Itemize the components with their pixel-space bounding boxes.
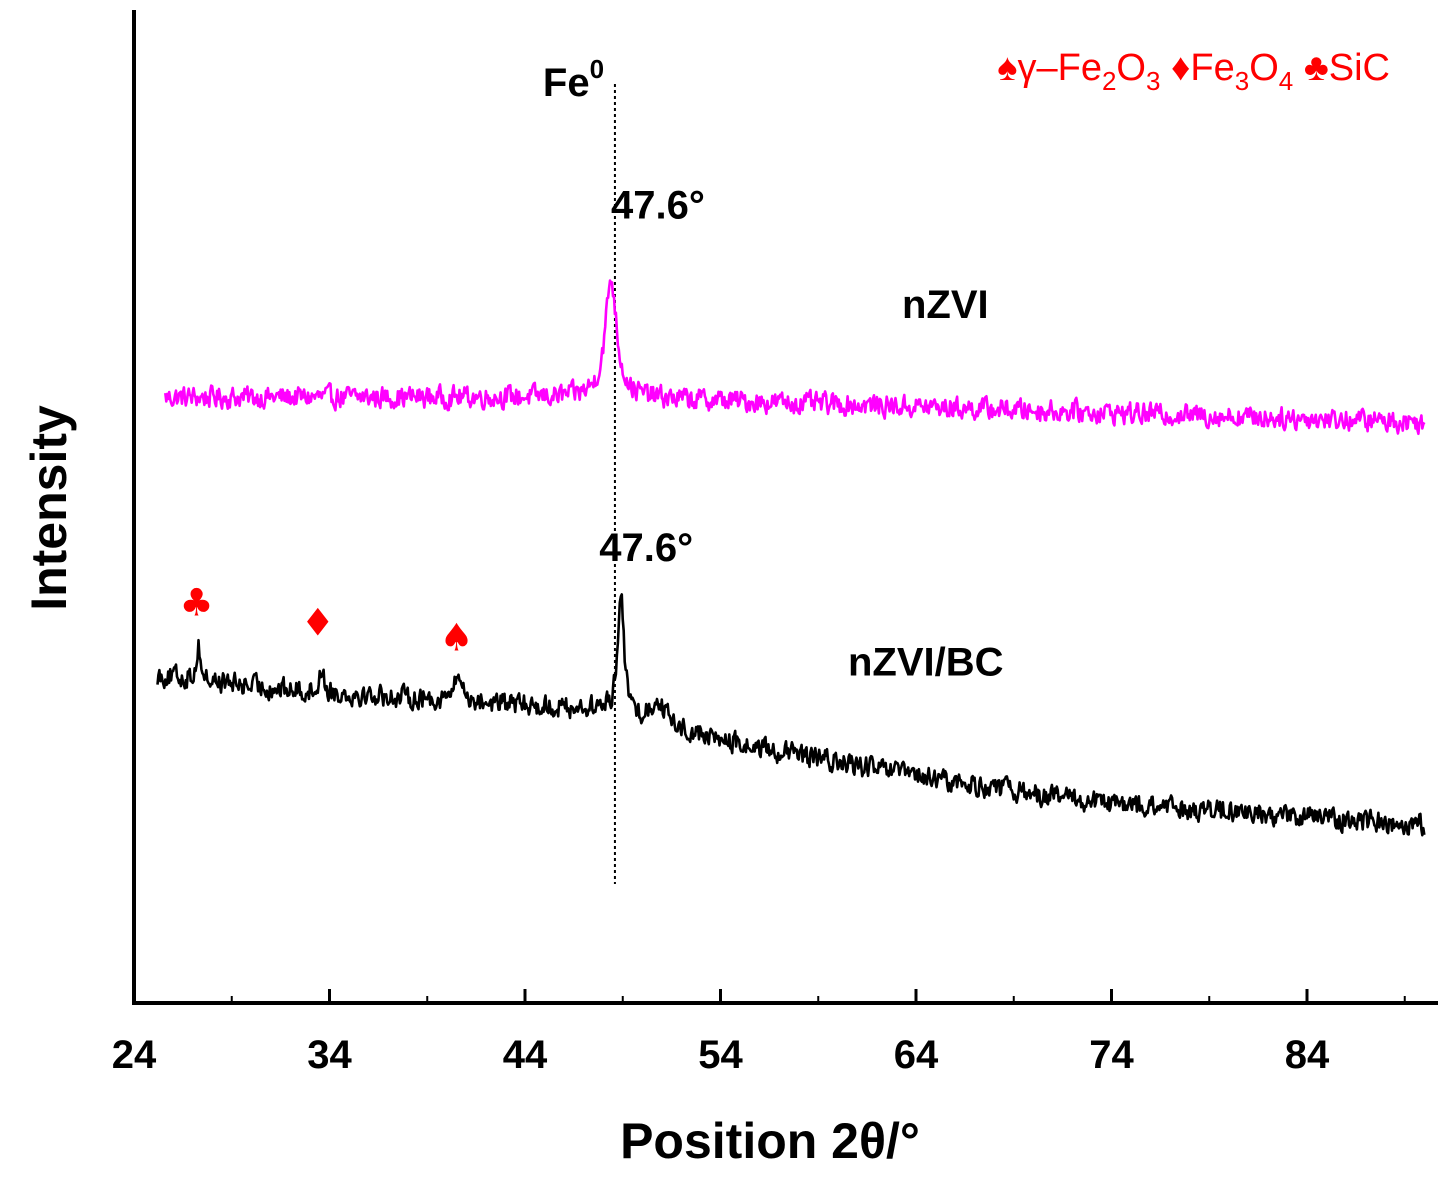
phase-marker-fe3o4: ♦ xyxy=(301,601,335,645)
legend-symbol-spade: ♠ xyxy=(997,47,1017,89)
annotation-layer: 47.6° 47.6° nZVI nZVI/BC xyxy=(599,184,1003,685)
y-axis-title: Intensity xyxy=(21,405,77,611)
phase-marker-sic: ♣ xyxy=(180,581,214,625)
legend-symbol-club: ♣ xyxy=(1304,47,1329,89)
x-ticks xyxy=(132,989,1406,1003)
x-tick-label-24: 24 xyxy=(112,1033,157,1077)
x-tick-label-54: 54 xyxy=(698,1033,743,1077)
legend: ♠γ–Fe2O3 ♦Fe3O4 ♣SiC xyxy=(997,47,1390,96)
x-tick-label-44: 44 xyxy=(503,1033,548,1077)
legend-text-gamma-fe: γ–Fe xyxy=(1017,47,1101,89)
x-tick-label-34: 34 xyxy=(307,1033,352,1077)
fe0-reference-label: Fe0 xyxy=(543,54,604,105)
annotation-2: nZVI xyxy=(902,283,989,327)
annotation-3: nZVI/BC xyxy=(848,640,1004,684)
x-tick-label-74: 74 xyxy=(1089,1033,1134,1077)
series-nzvi-bc xyxy=(156,593,1426,837)
legend-symbol-diamond: ♦ xyxy=(1171,47,1190,89)
x-tick-label-64: 64 xyxy=(894,1033,939,1077)
x-tick-labels: 24 34 44 54 64 74 84 xyxy=(112,1033,1330,1077)
series-nzvi xyxy=(164,279,1426,436)
x-tick-label-84: 84 xyxy=(1285,1033,1330,1077)
series-layer xyxy=(156,279,1426,837)
legend-text-sic: SiC xyxy=(1329,47,1390,89)
phase-marker-layer: ♣ ♦ ♠ xyxy=(180,581,474,660)
legend-text-fe3o4: Fe xyxy=(1190,47,1234,89)
annotation-0: 47.6° xyxy=(611,184,705,228)
x-axis-title: Position 2θ/° xyxy=(620,1113,920,1169)
annotation-1: 47.6° xyxy=(599,526,693,570)
phase-marker--fe2o3: ♠ xyxy=(440,615,474,659)
